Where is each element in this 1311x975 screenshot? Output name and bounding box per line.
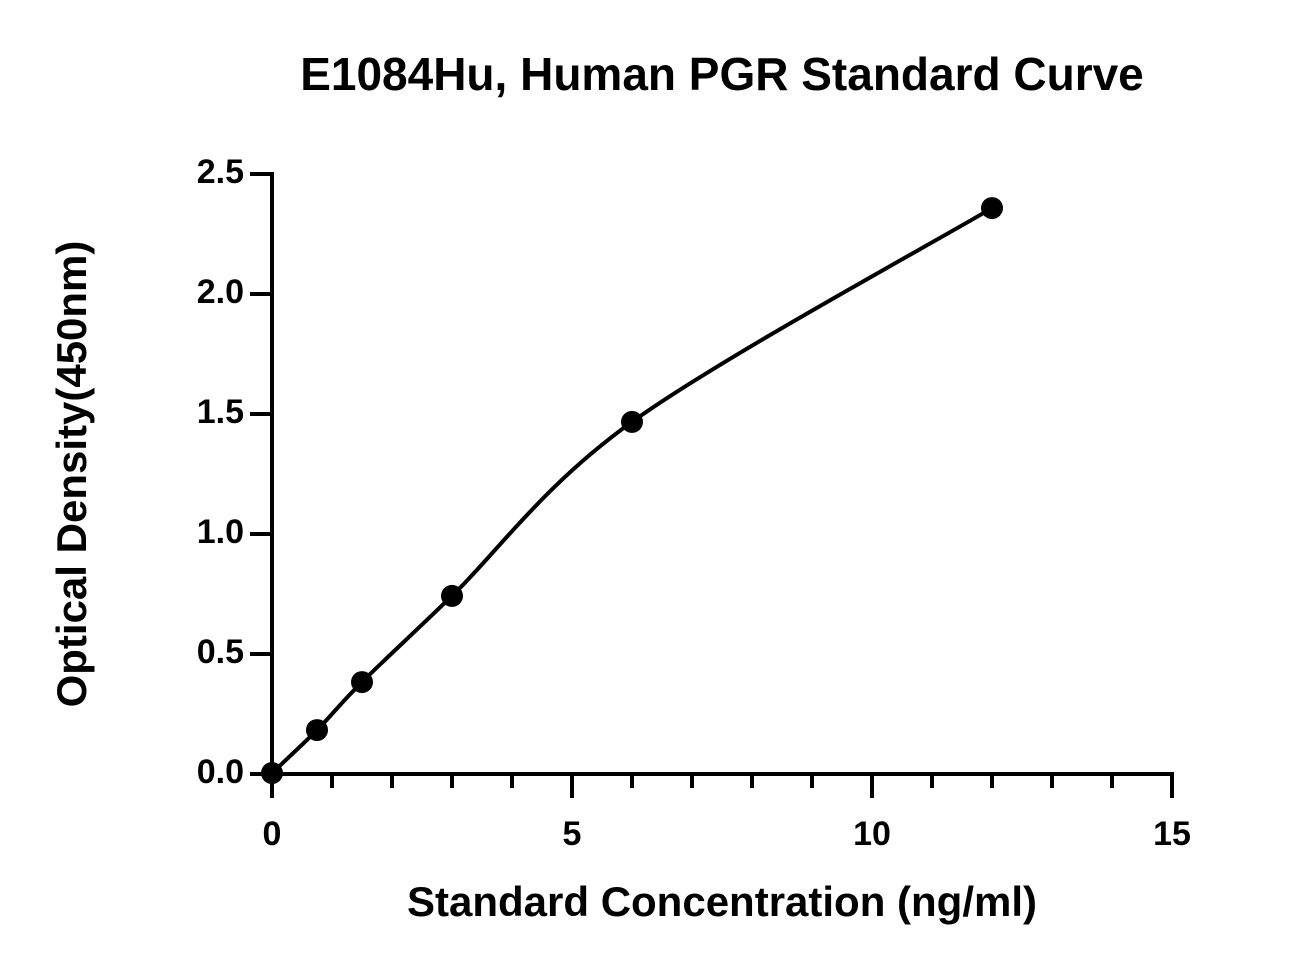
data-point bbox=[306, 719, 328, 742]
data-point bbox=[261, 762, 283, 785]
y-tick-label: 2.5 bbox=[197, 153, 244, 191]
x-tick-label: 15 bbox=[1153, 815, 1191, 853]
data-point bbox=[441, 584, 463, 607]
x-axis-label: Standard Concentration (ng/ml) bbox=[407, 878, 1037, 925]
x-tick-label: 0 bbox=[263, 815, 282, 853]
y-tick-label: 0.0 bbox=[197, 753, 244, 791]
x-tick-label: 5 bbox=[563, 815, 582, 853]
y-tick-label: 1.0 bbox=[197, 513, 244, 551]
x-tick-label: 10 bbox=[853, 815, 891, 853]
fit-curve bbox=[270, 206, 994, 775]
y-tick-label: 2.0 bbox=[197, 273, 244, 311]
y-axis-label: Optical Density(450nm) bbox=[48, 241, 95, 708]
y-tick-label: 1.5 bbox=[197, 393, 244, 431]
chart-title: E1084Hu, Human PGR Standard Curve bbox=[300, 48, 1144, 100]
data-point bbox=[981, 197, 1003, 220]
data-point bbox=[351, 671, 373, 694]
y-tick-label: 0.5 bbox=[197, 633, 244, 671]
data-point bbox=[621, 410, 643, 433]
